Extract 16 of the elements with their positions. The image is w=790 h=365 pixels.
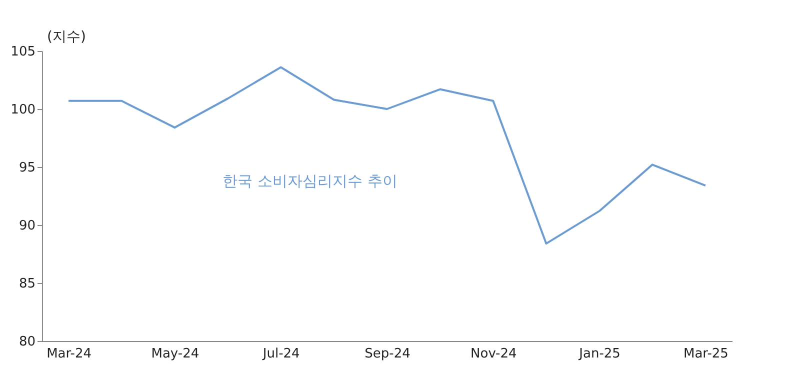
x-tick-label: Sep-24 [364, 346, 410, 362]
x-tick-label: Jul-24 [262, 346, 300, 362]
x-tick-label: Nov-24 [470, 346, 517, 362]
y-tick-label: 85 [18, 276, 36, 292]
y-tick-label: 105 [10, 44, 36, 60]
y-tick-label: 100 [10, 102, 36, 118]
y-tick-label: 80 [18, 334, 36, 350]
y-axis-title: (지수) [47, 29, 86, 45]
x-tick-label: Jan-25 [578, 346, 620, 362]
x-tick-label: May-24 [151, 346, 200, 362]
text: 한국 소비자심리지수 추이 [222, 172, 398, 190]
y-tick-label: 90 [18, 218, 36, 234]
x-tick-label: Mar-24 [46, 346, 92, 362]
y-tick-label: 95 [18, 160, 36, 176]
x-tick-label: Mar-25 [683, 346, 728, 362]
line-series [68, 66, 706, 245]
